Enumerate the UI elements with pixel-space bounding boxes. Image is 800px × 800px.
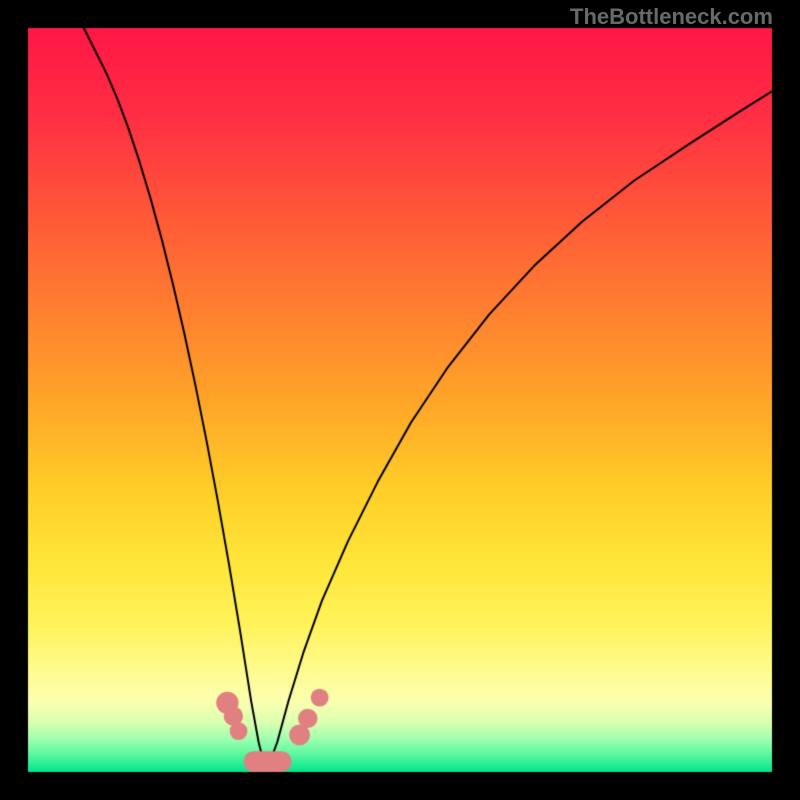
watermark-text: TheBottleneck.com	[570, 4, 773, 30]
chart-container: TheBottleneck.com	[0, 0, 800, 800]
bottleneck-curve-chart	[0, 0, 800, 800]
